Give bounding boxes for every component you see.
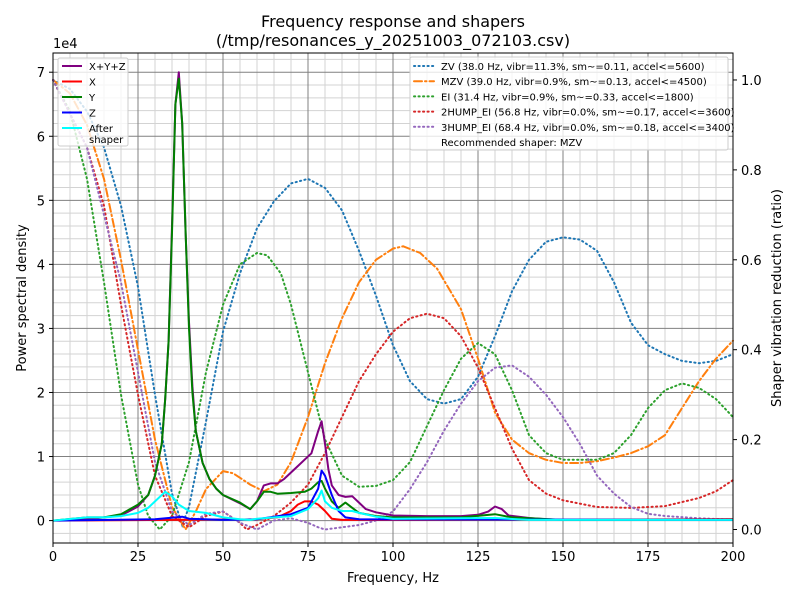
y2-tick-label: 0.8 (741, 164, 762, 179)
x-tick-label: 175 (636, 550, 661, 565)
legend-label-y: Y (88, 93, 96, 104)
y2-tick-label: 0.4 (741, 344, 762, 359)
y-tick-label: 1 (37, 451, 45, 466)
legend-label-x-y-z: X+Y+Z (89, 62, 126, 73)
legend-shaper-box (409, 56, 729, 151)
y-scale-label: 1e4 (53, 37, 78, 52)
y-tick-label: 3 (37, 322, 45, 337)
legend-label-ei: EI (31.4 Hz, vibr=0.9%, sm~=0.33, accel<… (441, 92, 694, 103)
y-tick-label: 6 (37, 130, 45, 145)
shaper-curve-mzv (52, 79, 734, 532)
chart-title: Frequency response and shapers (261, 12, 525, 31)
x-tick-label: 125 (466, 550, 491, 565)
y-tick-label: 4 (37, 258, 45, 273)
grid (52, 53, 734, 543)
psd-curve-y (52, 77, 733, 522)
x-tick-label: 100 (381, 550, 406, 565)
x-tick-label: 50 (215, 550, 232, 565)
recommended-shaper-label: Recommended shaper: MZV (441, 138, 582, 149)
x-tick-label: 150 (551, 550, 576, 565)
y2-axis-label: Shaper vibration reduction (ratio) (770, 189, 785, 407)
legend-label-2hump-ei: 2HUMP_EI (56.8 Hz, vibr=0.0%, sm~=0.17, … (441, 108, 735, 119)
x-tick-label: 25 (130, 550, 147, 565)
legend-psd: X+Y+Z XYZ After shaper (57, 57, 129, 147)
y2-tick-label: 0.2 (741, 434, 762, 449)
x-axis-label: Frequency, Hz (347, 571, 439, 586)
legend-label-z: Z (89, 109, 96, 120)
legend-label-after-shaper: After shaper (89, 124, 124, 146)
legend-label-x: X (89, 78, 96, 89)
y-tick-label: 0 (37, 515, 45, 530)
legend-shaper: ZV (38.0 Hz, vibr=11.3%, sm~=0.11, accel… (409, 56, 735, 151)
y-tick-label: 5 (37, 194, 45, 209)
legend-label-3hump-ei: 3HUMP_EI (68.4 Hz, vibr=0.0%, sm~=0.18, … (441, 123, 735, 134)
legend-label-zv: ZV (38.0 Hz, vibr=11.3%, sm~=0.11, accel… (441, 62, 705, 73)
y-axis-label: Power spectral density (15, 224, 30, 372)
chart-subtitle: (/tmp/resonances_y_20251003_072103.csv) (216, 31, 570, 51)
psd-curve-after-shaper (52, 489, 733, 522)
ticks: 0 25 50 75 100 125 150 175 200 0 1 2 3 4 5 6 7 0.0 0.2 0.4 0… (37, 66, 762, 565)
legend-psd-box (57, 57, 129, 147)
shaper-curve-2hump-ei (52, 79, 734, 531)
y2-tick-label: 0.0 (741, 524, 762, 539)
y-tick-label: 7 (37, 66, 45, 81)
y-tick-label: 2 (37, 386, 45, 401)
x-tick-label: 75 (300, 550, 317, 565)
y2-tick-label: 0.6 (741, 254, 762, 269)
y2-tick-label: 1.0 (741, 74, 762, 89)
curves (52, 71, 734, 532)
legend-label-mzv: MZV (39.0 Hz, vibr=0.9%, sm~=0.13, accel… (441, 77, 707, 88)
x-tick-label: 0 (49, 550, 57, 565)
shaper-curve-ei (52, 79, 734, 532)
shaper-curve-zv (52, 79, 734, 529)
x-tick-label: 200 (721, 550, 746, 565)
